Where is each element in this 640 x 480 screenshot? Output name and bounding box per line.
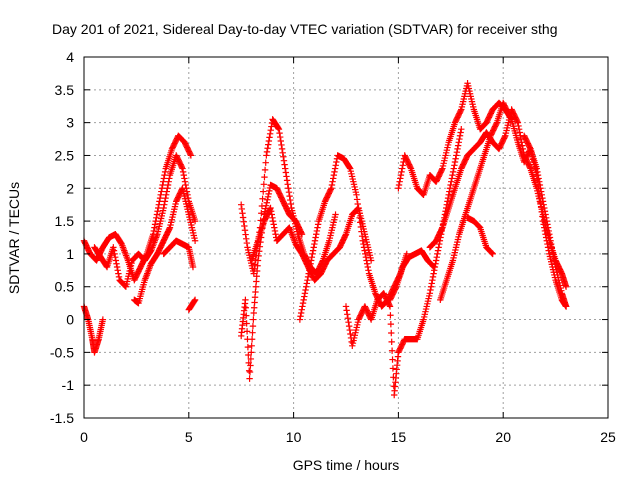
grid (84, 57, 608, 418)
y-tick-label: 0 (66, 312, 74, 328)
y-tick-label: 0.5 (55, 279, 75, 295)
y-tick-label: 3.5 (55, 82, 75, 98)
y-tick-label: 2 (66, 180, 74, 196)
x-tick-label: 5 (185, 429, 193, 445)
series-point-marks (437, 99, 513, 304)
series-sat-e (160, 237, 197, 271)
axes: 0 5 10 15 20 25 -1.5 -1 -0.5 0 0.5 1 1.5 2 2.5 3 3.5 4 (50, 49, 616, 445)
series-sat-j (296, 152, 410, 323)
y-tick-label: 1.5 (55, 213, 75, 229)
series-sat-n (437, 99, 513, 304)
plot-frame (83, 56, 609, 419)
x-tick-label: 0 (80, 429, 88, 445)
y-tick-label: 4 (66, 49, 74, 65)
series-point-marks (296, 152, 410, 323)
series-point-marks (238, 181, 306, 382)
y-tick-label: -1 (62, 377, 75, 393)
series-sat-p (520, 132, 570, 310)
y-tick-label: 1 (66, 246, 74, 262)
y-tick-label: 3 (66, 115, 74, 131)
series-sat-f (185, 296, 199, 313)
data-marks (80, 80, 570, 399)
y-tick-label: 2.5 (55, 147, 75, 163)
series-point-marks (160, 237, 197, 271)
y-tick-label: -1.5 (50, 410, 74, 426)
series-sat-q (386, 247, 438, 304)
x-tick-label: 15 (391, 429, 407, 445)
series-sat-c (91, 152, 199, 290)
x-tick-label: 20 (495, 429, 511, 445)
x-axis-label: GPS time / hours (293, 457, 400, 473)
series-sat-b (80, 303, 107, 356)
series-sat-o (464, 214, 496, 258)
series-point-marks (131, 185, 199, 307)
series-point-marks (520, 132, 570, 310)
series-point-marks (464, 214, 496, 258)
series-sat-d (131, 185, 199, 307)
series-point-marks (386, 247, 438, 304)
series-point-marks (91, 152, 199, 290)
x-tick-label: 25 (600, 429, 616, 445)
x-tick-label: 10 (286, 429, 302, 445)
y-axis-label: SDTVAR / TECUs (6, 182, 22, 294)
chart-title: Day 201 of 2021, Sidereal Day-to-day VTE… (52, 21, 558, 37)
series-sat-h (238, 181, 306, 382)
y-tick-label: -0.5 (50, 344, 74, 360)
series-point-marks (80, 303, 107, 356)
series-point-marks (185, 296, 199, 313)
